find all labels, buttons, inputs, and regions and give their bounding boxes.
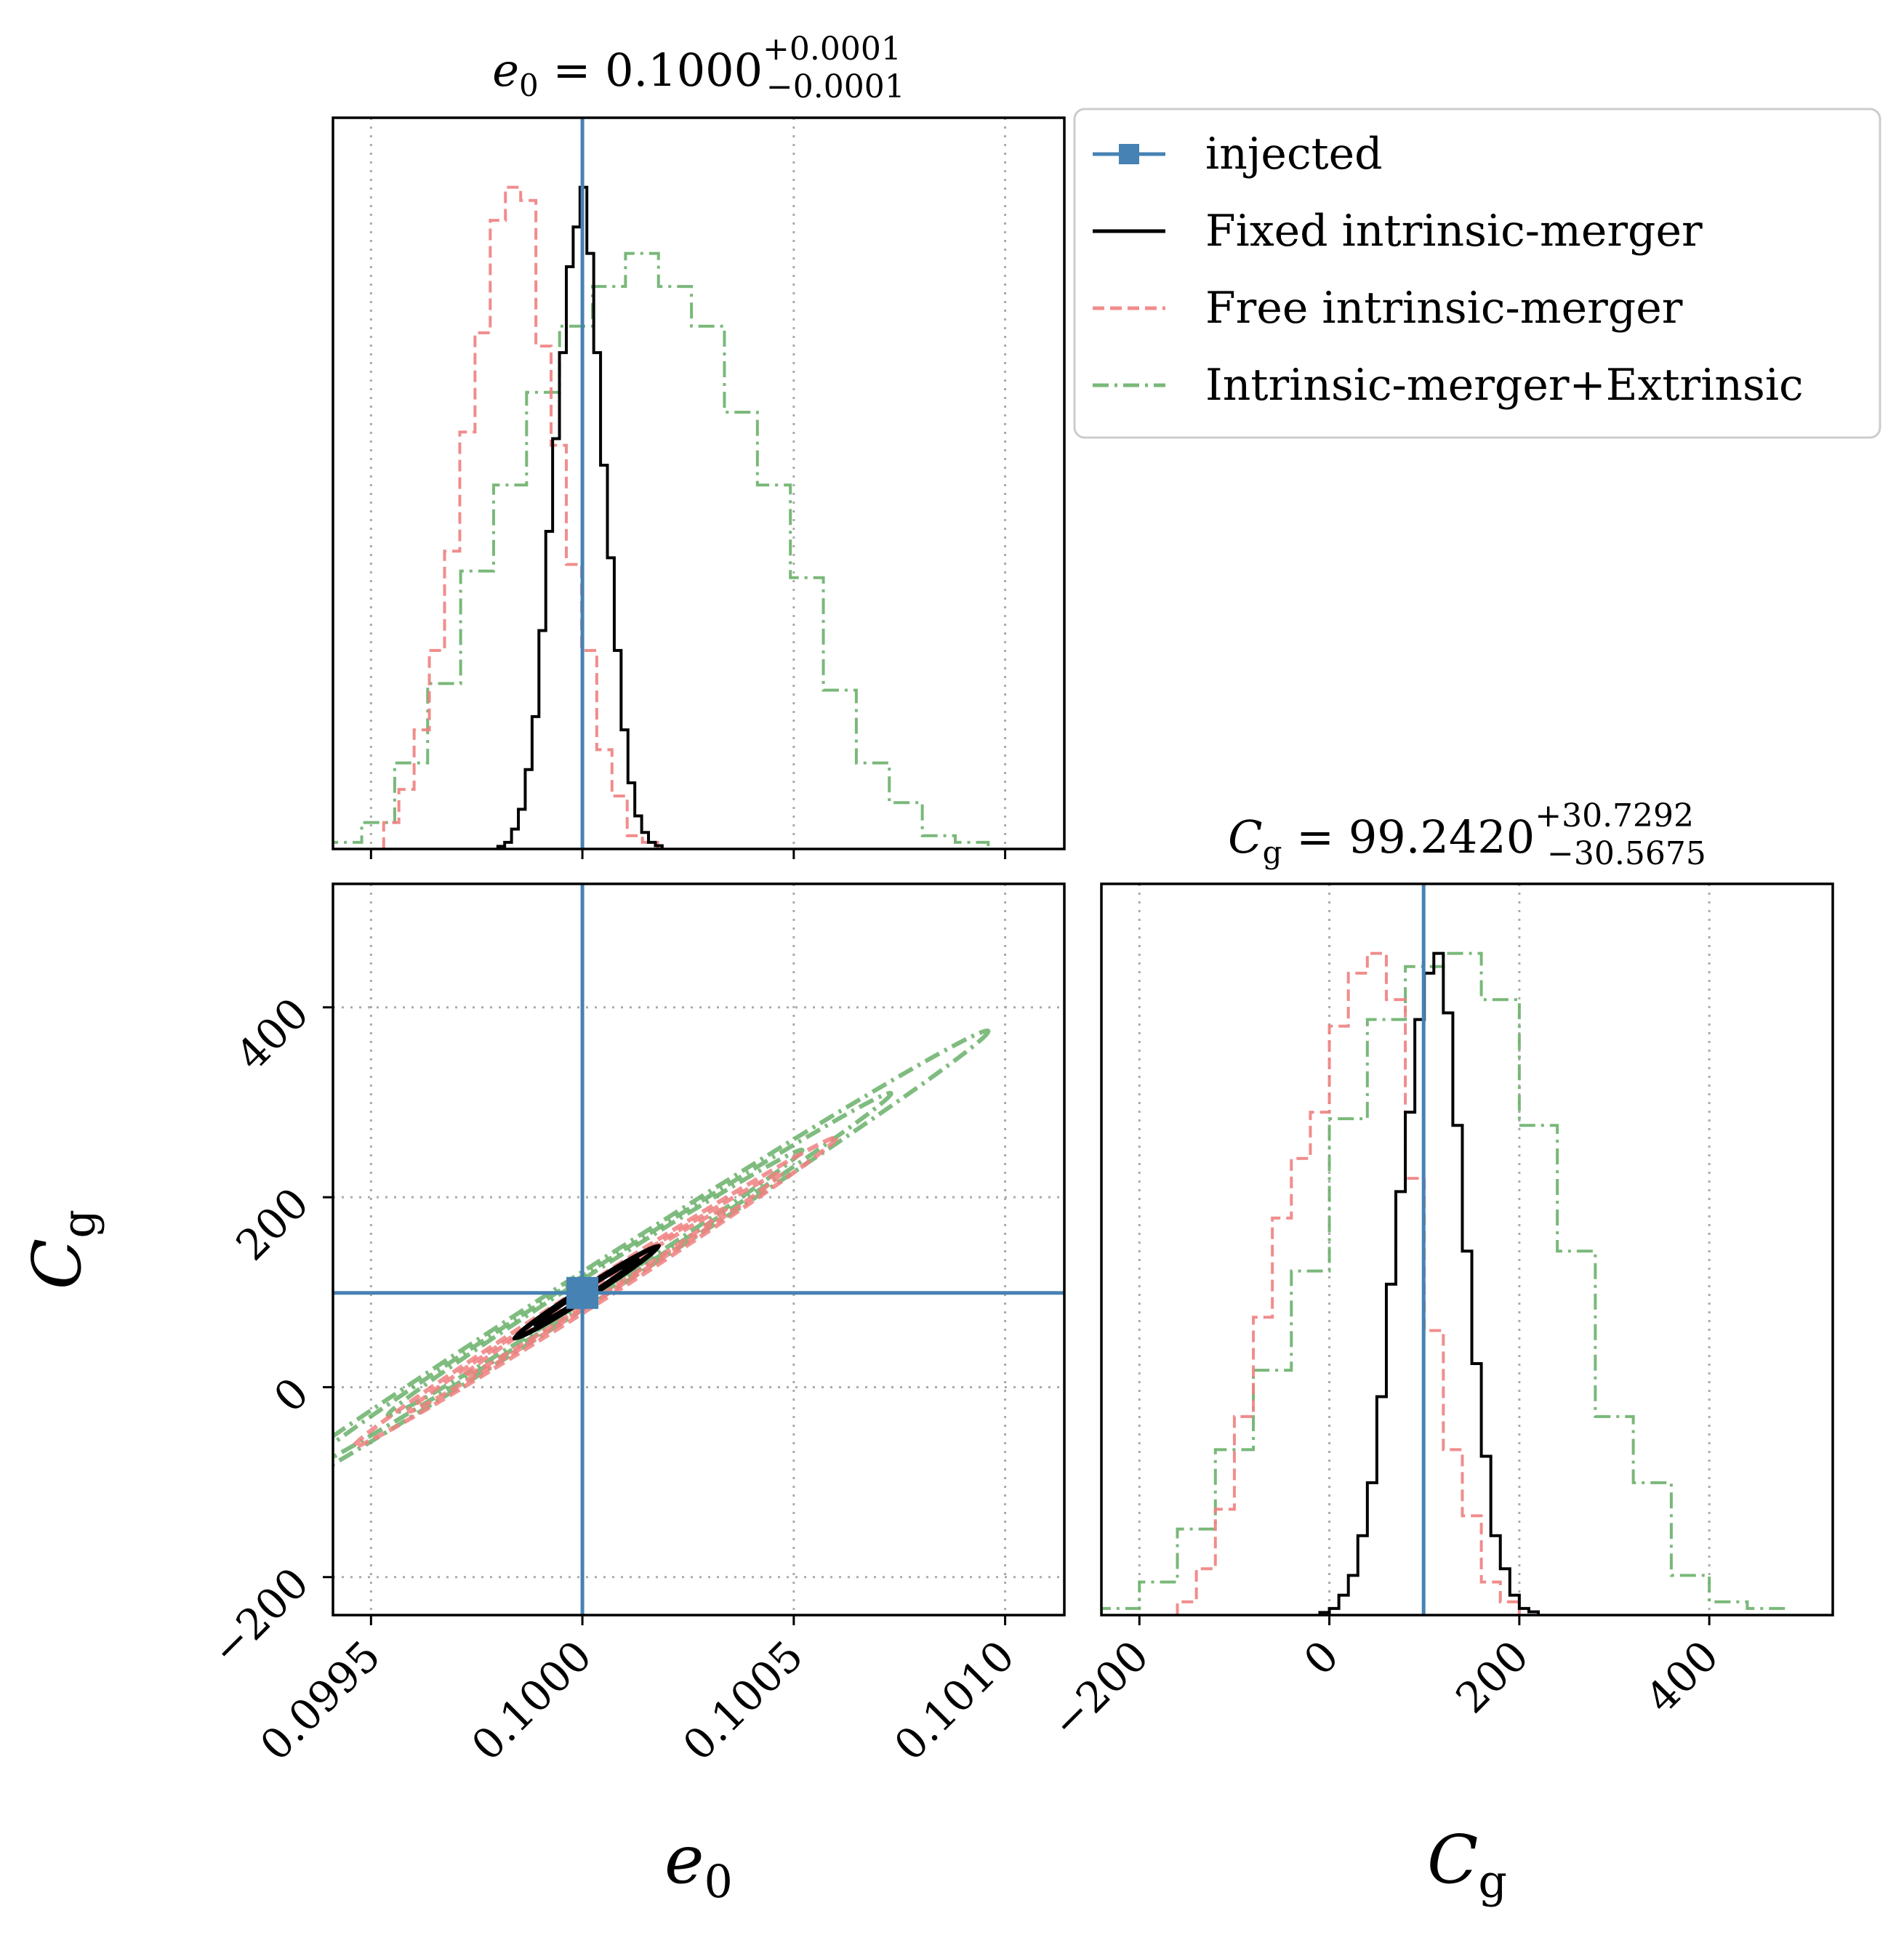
- legend-entry-extrinsic: Intrinsic-merger+Extrinsic: [1093, 360, 1804, 411]
- joint-injected-marker: [566, 1276, 599, 1309]
- legend-entry-free: Free intrinsic-merger: [1093, 283, 1683, 334]
- joint-y-tick-label: 0: [265, 1368, 318, 1422]
- cg-x-tick-label: 400: [1636, 1631, 1728, 1723]
- legend-entry-injected: injected: [1093, 129, 1383, 180]
- y-axis-label-cg: Cg: [18, 1210, 105, 1289]
- cg-summary-title: Cg = 99.2420+30.7292 −30.5675: [1228, 797, 1706, 872]
- x-axis-label-cg: Cg: [1427, 1821, 1507, 1908]
- e0-marginal-panel: [332, 116, 1066, 859]
- joint-x-tick-label: 0.1010: [885, 1631, 1024, 1771]
- cg-hist-fixed: [1318, 951, 1540, 1615]
- cg-x-tick-label: 200: [1446, 1631, 1538, 1723]
- cg-marginal-panel: −200 0 200 400: [1041, 882, 1834, 1748]
- joint-x-tick-label: 0.1005: [673, 1631, 813, 1771]
- cg-x-tick-label: −200: [1041, 1631, 1158, 1748]
- e0-hist-extrinsic: [333, 251, 990, 849]
- e0-hist-free: [382, 185, 659, 849]
- joint-y-tick-label: 200: [226, 1178, 318, 1270]
- joint-y-tick-label: 400: [226, 989, 318, 1080]
- svg-text:injected: injected: [1205, 129, 1383, 180]
- e0-summary-title: e0 = 0.1000+0.0001 −0.0001: [492, 31, 904, 105]
- e0-hist-fixed: [496, 185, 664, 849]
- joint-x-tick-label: 0.0995: [251, 1631, 390, 1771]
- legend: injected Fixed intrinsic-merger Free int…: [1073, 108, 1881, 439]
- svg-text:Fixed intrinsic-merger: Fixed intrinsic-merger: [1205, 206, 1703, 257]
- joint-x-tick-label: 0.1000: [462, 1631, 601, 1771]
- cg-hist-extrinsic: [1101, 951, 1787, 1615]
- contour-extrinsic: [333, 1090, 893, 1475]
- contour-free: [462, 1206, 728, 1379]
- legend-entry-fixed: Fixed intrinsic-merger: [1093, 206, 1703, 257]
- svg-text:Free intrinsic-merger: Free intrinsic-merger: [1205, 283, 1683, 334]
- svg-text:Intrinsic-merger+Extrinsic: Intrinsic-merger+Extrinsic: [1205, 360, 1804, 411]
- cg-hist-free: [1176, 951, 1521, 1615]
- joint-y-tick-label: −200: [201, 1558, 318, 1675]
- joint-panel: 0.0995 0.1000 0.1005 0.1010 −200 0 200 400: [201, 882, 1066, 1771]
- cg-x-tick-label: 0: [1294, 1631, 1348, 1685]
- x-axis-label-e0: e0: [664, 1821, 733, 1908]
